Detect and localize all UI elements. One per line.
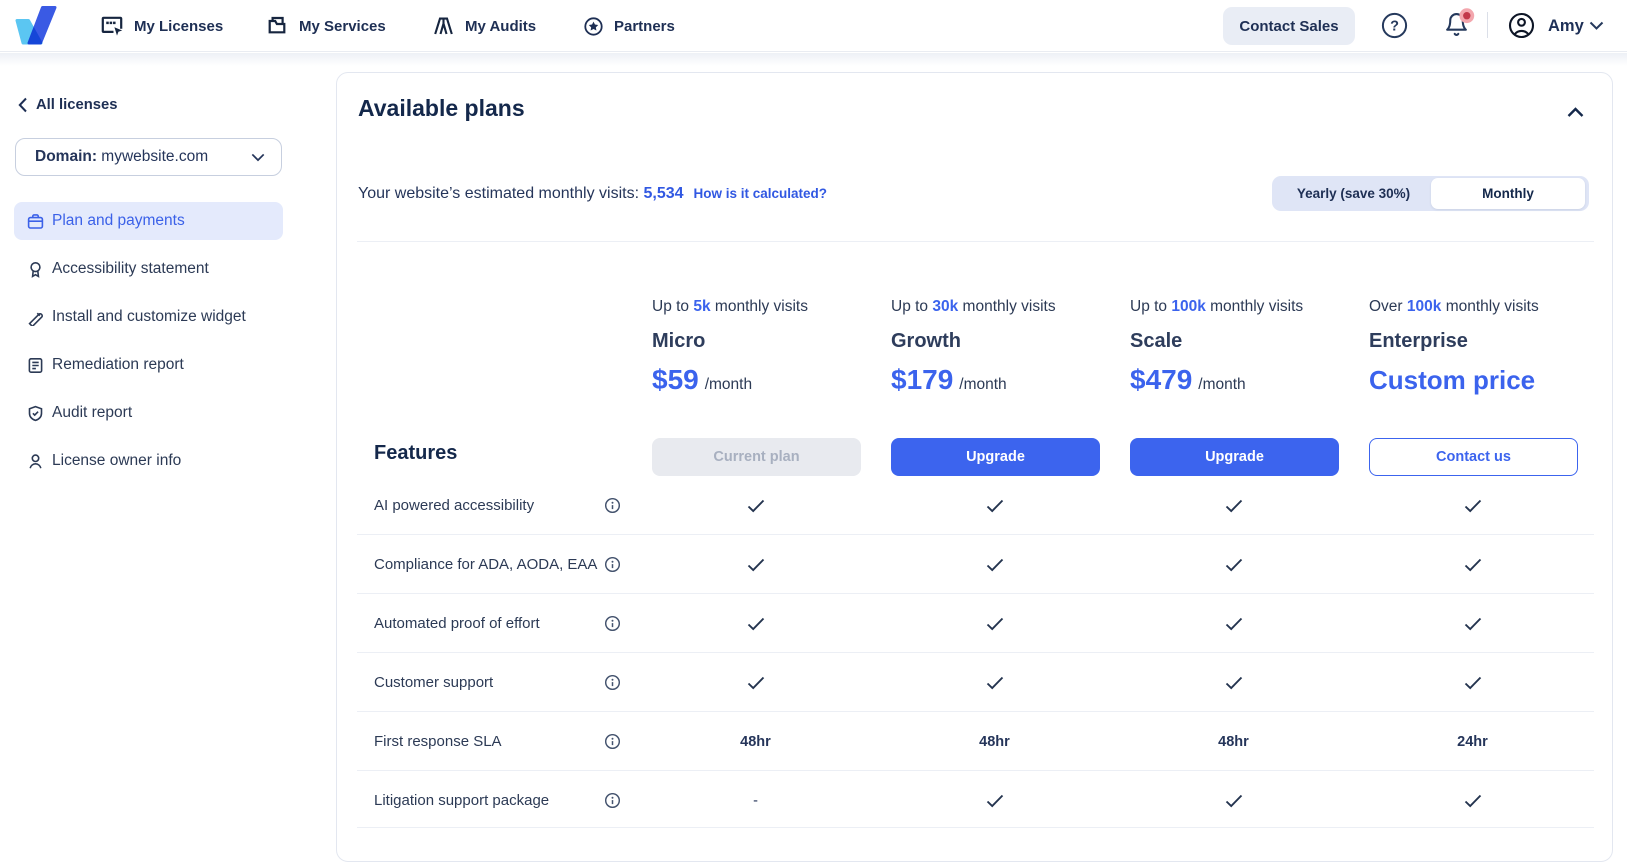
svg-text:?: ? [1390, 19, 1399, 35]
